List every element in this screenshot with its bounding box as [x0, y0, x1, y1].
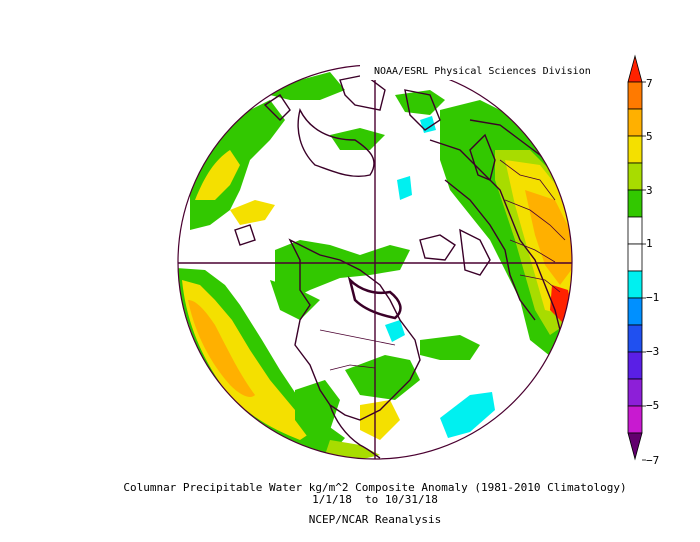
- colorbar-tick-3: 3: [646, 184, 653, 197]
- colorbar-band: [627, 378, 643, 407]
- colorbar-band: [627, 216, 643, 245]
- colorbar-band: [627, 297, 643, 326]
- colorbar-band-bottom: [627, 432, 643, 461]
- colorbar-tick-neg5: −5: [646, 399, 660, 412]
- colorbar-band: [627, 243, 643, 272]
- colorbar: [627, 54, 646, 461]
- colorbar-band: [627, 351, 643, 380]
- political-borders: [319, 159, 566, 371]
- colorbar-tick-5: 5: [646, 130, 653, 143]
- colorbar-band: [627, 189, 643, 218]
- anomaly-region-west-pacific-core: [182, 280, 315, 440]
- anomaly-region-negative-atlantic: [440, 392, 495, 438]
- graticule: [178, 65, 572, 459]
- colorbar-tick-neg7: −7: [646, 454, 660, 467]
- caption-source: NCEP/NCAR Reanalysis: [308, 513, 442, 526]
- colorbar-band: [627, 324, 643, 353]
- colorbar-band: [627, 81, 643, 110]
- colorbar-tick-neg3: −3: [646, 345, 660, 358]
- colorbar-tick-7: 7: [646, 77, 653, 90]
- caption-date-range: 1/1/18 to 10/31/18: [312, 493, 438, 506]
- caption-title: Columnar Precipitable Water kg/m^2 Compo…: [123, 481, 627, 494]
- colorbar-band: [627, 405, 643, 434]
- colorbar-band-top: [627, 54, 643, 83]
- colorbar-band: [627, 270, 643, 299]
- colorbar-band: [627, 108, 643, 137]
- colorbar-band: [627, 135, 643, 164]
- credit-label: NOAA/ESRL Physical Sciences Division: [360, 64, 591, 80]
- colorbar-band: [627, 162, 643, 191]
- colorbar-tick-1: 1: [646, 237, 653, 250]
- colorbar-tick-neg1: −1: [646, 291, 660, 304]
